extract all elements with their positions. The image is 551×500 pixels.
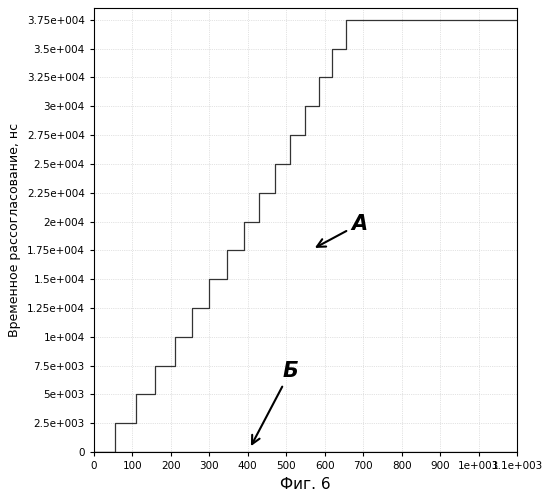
X-axis label: Фиг. 6: Фиг. 6 [280, 476, 331, 492]
Text: A: A [317, 214, 368, 247]
Y-axis label: Временное рассогласование, нс: Временное рассогласование, нс [8, 123, 21, 338]
Text: Б: Б [252, 362, 298, 444]
